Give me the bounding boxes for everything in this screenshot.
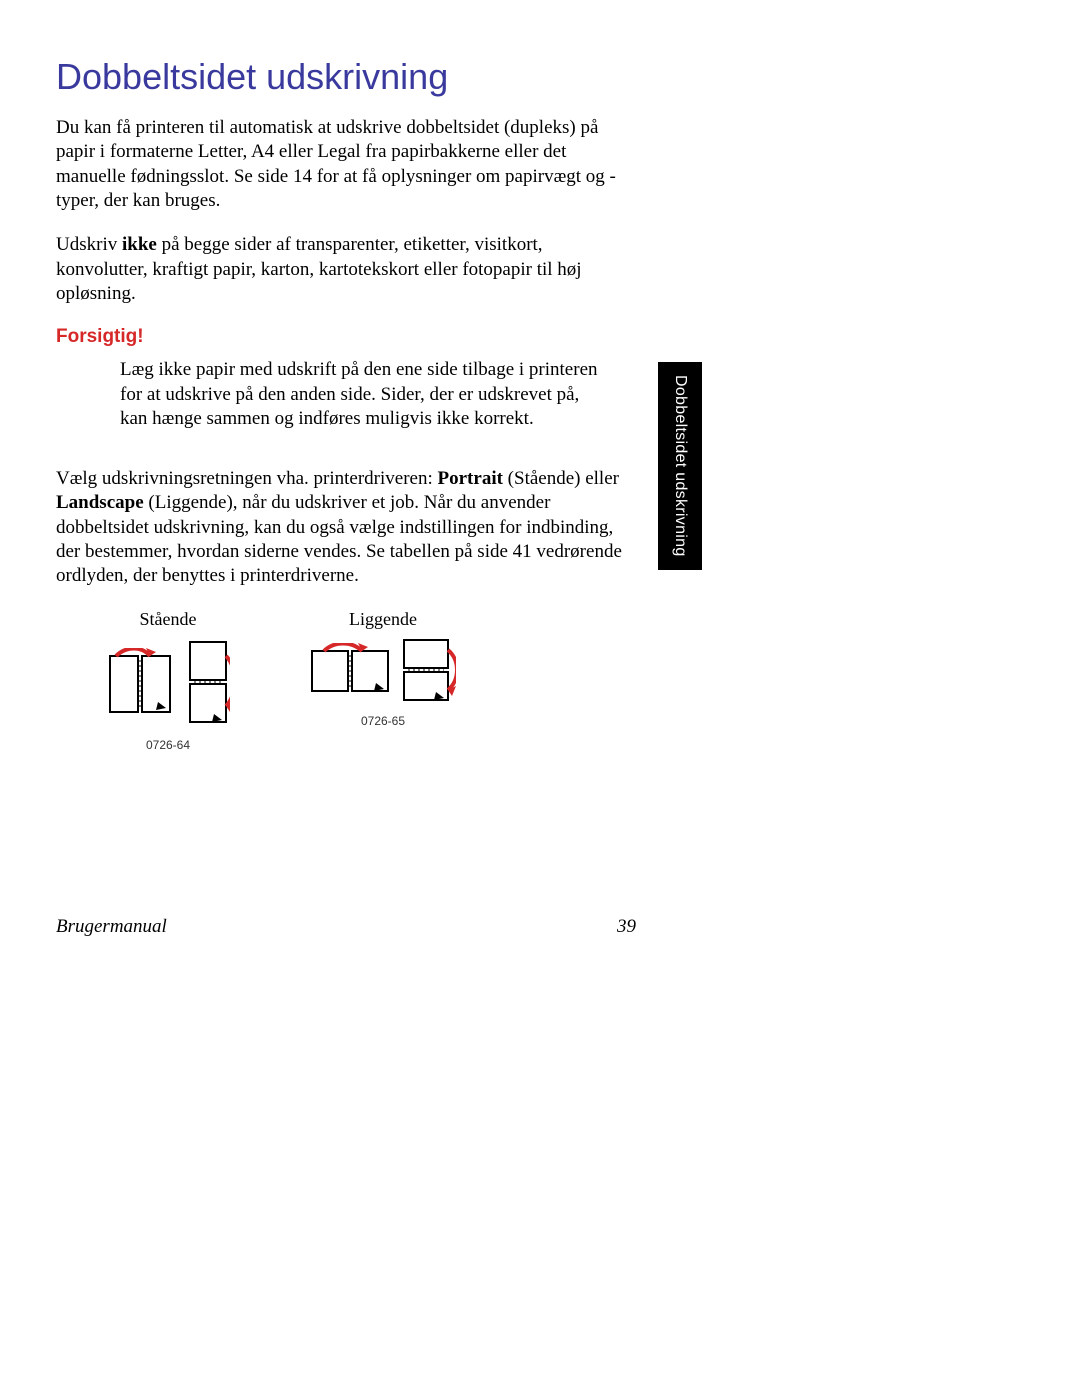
page-footer: Brugermanual 39 (56, 916, 636, 938)
figure-landscape-code: 0726-65 (361, 714, 405, 728)
figure-landscape: Liggende (310, 609, 456, 752)
footer-page-number: 39 (617, 916, 636, 938)
caution-body: Læg ikke papir med udskrift på den ene s… (120, 358, 610, 431)
text-bold-portrait: Portrait (438, 468, 503, 489)
figure-landscape-icons (310, 638, 456, 704)
text-bold-landscape: Landscape (56, 492, 144, 513)
footer-manual-name: Brugermanual (56, 916, 167, 938)
section-side-tab: Dobbeltsidet udskrivning (658, 362, 702, 570)
page-title: Dobbeltsidet udskrivning (56, 56, 636, 98)
caution-label: Forsigtig! (56, 326, 636, 348)
figure-portrait-label: Stående (140, 609, 197, 630)
text-bold-ikke: ikke (122, 234, 157, 255)
document-page: Dobbeltsidet udskrivning Du kan få print… (0, 0, 1080, 1397)
paragraph-warning-types: Udskriv ikke på begge sider af transpare… (56, 233, 636, 306)
text-fragment: (Stående) eller (503, 468, 619, 489)
paragraph-orientation: Vælg udskrivningsretningen vha. printerd… (56, 467, 636, 589)
text-fragment: Udskriv (56, 234, 122, 255)
figure-portrait-icons (106, 638, 230, 728)
duplex-portrait-short-edge-icon (186, 638, 230, 728)
content-column: Dobbeltsidet udskrivning Du kan få print… (56, 56, 636, 752)
figure-landscape-label: Liggende (349, 609, 417, 630)
figure-row: Stående (56, 609, 636, 752)
figure-portrait: Stående (106, 609, 230, 752)
duplex-landscape-short-edge-icon (400, 638, 456, 704)
duplex-landscape-long-edge-icon (310, 643, 390, 699)
section-side-tab-label: Dobbeltsidet udskrivning (671, 375, 689, 557)
text-fragment: Vælg udskrivningsretningen vha. printerd… (56, 468, 438, 489)
paragraph-intro: Du kan få printeren til automatisk at ud… (56, 116, 636, 213)
figure-portrait-code: 0726-64 (146, 738, 190, 752)
duplex-portrait-long-edge-icon (106, 648, 176, 718)
